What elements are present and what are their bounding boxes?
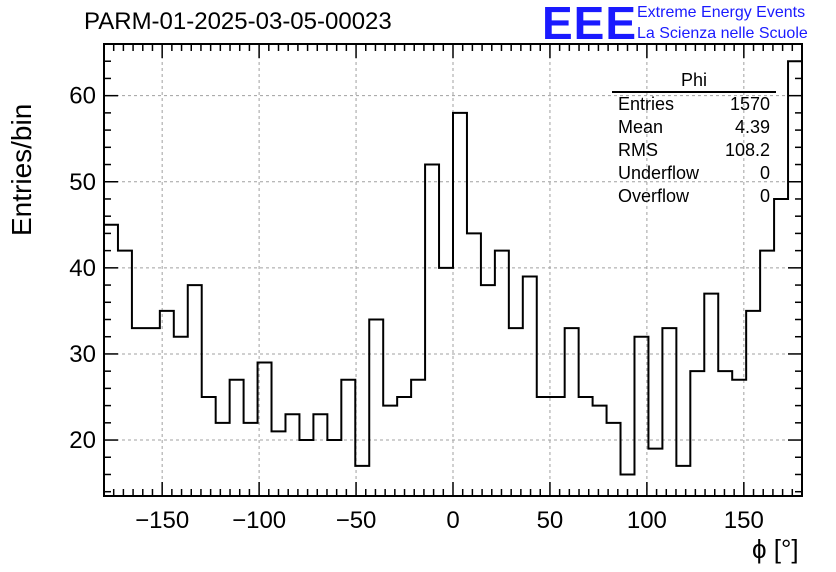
x-tick-label: 50: [537, 507, 564, 534]
logo-line-1: Extreme Energy Events: [637, 4, 806, 21]
y-axis-label: Entries/bin: [6, 103, 37, 236]
chart-title: PARM-01-2025-03-05-00023: [84, 8, 392, 35]
x-axis-label: ϕ [°]: [752, 534, 799, 564]
stats-row-entries: Entries 1570: [612, 93, 776, 116]
x-tick-label: −150: [135, 507, 189, 534]
x-tick-label: −100: [232, 507, 286, 534]
stats-row-overflow: Overflow 0: [612, 185, 776, 208]
logo-line-2: La Scienza nelle Scuole: [637, 25, 808, 42]
eee-logo-text: Extreme Energy Events La Scienza nelle S…: [637, 2, 808, 44]
x-tick-label: 100: [627, 507, 667, 534]
stats-label: Mean: [618, 117, 664, 137]
y-tick-label: 50: [69, 169, 96, 196]
axis-ticks: [104, 43, 802, 496]
stats-value: 0: [759, 186, 770, 206]
stats-row-mean: Mean 4.39: [612, 116, 776, 139]
histogram-outline: [104, 60, 802, 476]
stats-value: 4.39: [734, 117, 770, 137]
x-tick-label: 0: [446, 507, 459, 534]
stats-row-underflow: Underflow 0: [612, 162, 776, 185]
y-tick-label: 20: [69, 427, 96, 454]
eee-logo-mark: EEE: [542, 0, 638, 49]
y-tick-label: 60: [69, 83, 96, 110]
stats-value: 108.2: [724, 140, 770, 160]
stats-box: Phi Entries 1570 Mean 4.39 RMS 108.2 Und…: [612, 70, 776, 208]
stats-value: 1570: [729, 94, 770, 114]
y-tick-label: 40: [69, 255, 96, 282]
stats-row-rms: RMS 108.2: [612, 139, 776, 162]
stats-value: 0: [759, 163, 770, 183]
x-tick-label: −50: [336, 507, 377, 534]
x-tick-label: 150: [724, 507, 764, 534]
histogram-series: [104, 60, 802, 476]
stats-label: Entries: [618, 94, 675, 114]
stats-label: Underflow: [618, 163, 700, 183]
stats-label: RMS: [618, 140, 658, 160]
y-tick-label: 30: [69, 341, 96, 368]
axis-tick-labels: −150 −100 −50 0 50 100 150 20 30 40 50 60: [69, 83, 764, 534]
stats-label: Overflow: [618, 186, 690, 206]
stats-header: Phi: [612, 70, 776, 93]
